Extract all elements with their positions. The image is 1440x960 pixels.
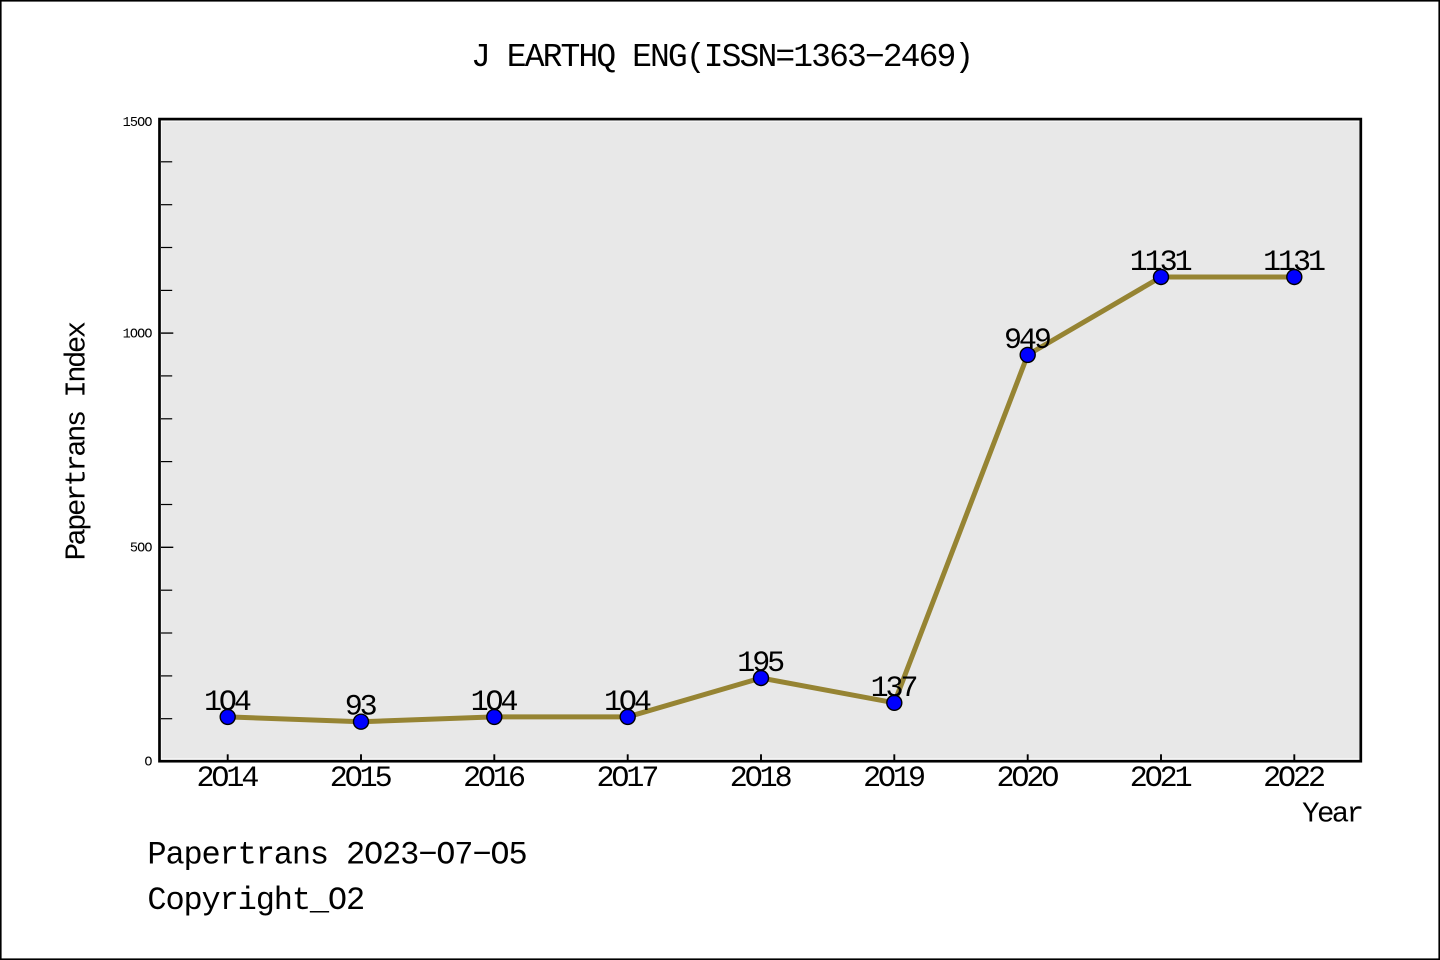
- svg-text:1OOO: 1OOO: [123, 327, 153, 342]
- svg-text:Copyright_O2: Copyright_O2: [147, 882, 364, 919]
- svg-text:1131: 1131: [1130, 246, 1192, 280]
- svg-text:5OO: 5OO: [130, 542, 153, 557]
- svg-text:1O4: 1O4: [204, 686, 251, 720]
- svg-text:93: 93: [345, 691, 377, 725]
- svg-text:O: O: [144, 755, 152, 770]
- svg-text:Papertrans Index: Papertrans Index: [60, 321, 93, 560]
- svg-text:2O21: 2O21: [1130, 762, 1192, 796]
- svg-text:1131: 1131: [1263, 246, 1325, 280]
- svg-text:137: 137: [871, 672, 917, 706]
- svg-text:2O2O: 2O2O: [996, 762, 1058, 796]
- svg-text:195: 195: [737, 647, 784, 681]
- svg-text:2O22: 2O22: [1263, 762, 1324, 796]
- svg-text:J EARTHQ ENG(ISSN=1363−2469): J EARTHQ ENG(ISSN=1363−2469): [471, 39, 972, 76]
- svg-text:Year: Year: [1302, 798, 1361, 831]
- svg-text:2O19: 2O19: [863, 762, 924, 796]
- svg-text:15OO: 15OO: [123, 116, 153, 131]
- svg-text:Papertrans 2O23−O7−O5: Papertrans 2O23−O7−O5: [147, 837, 526, 874]
- svg-text:1O4: 1O4: [604, 686, 651, 720]
- svg-text:2O15: 2O15: [330, 762, 392, 796]
- svg-text:2O16: 2O16: [463, 762, 525, 796]
- svg-text:2O14: 2O14: [196, 762, 258, 796]
- svg-text:2O17: 2O17: [596, 762, 657, 796]
- svg-text:2O18: 2O18: [730, 762, 792, 796]
- svg-text:949: 949: [1004, 324, 1050, 358]
- svg-text:1O4: 1O4: [471, 686, 518, 720]
